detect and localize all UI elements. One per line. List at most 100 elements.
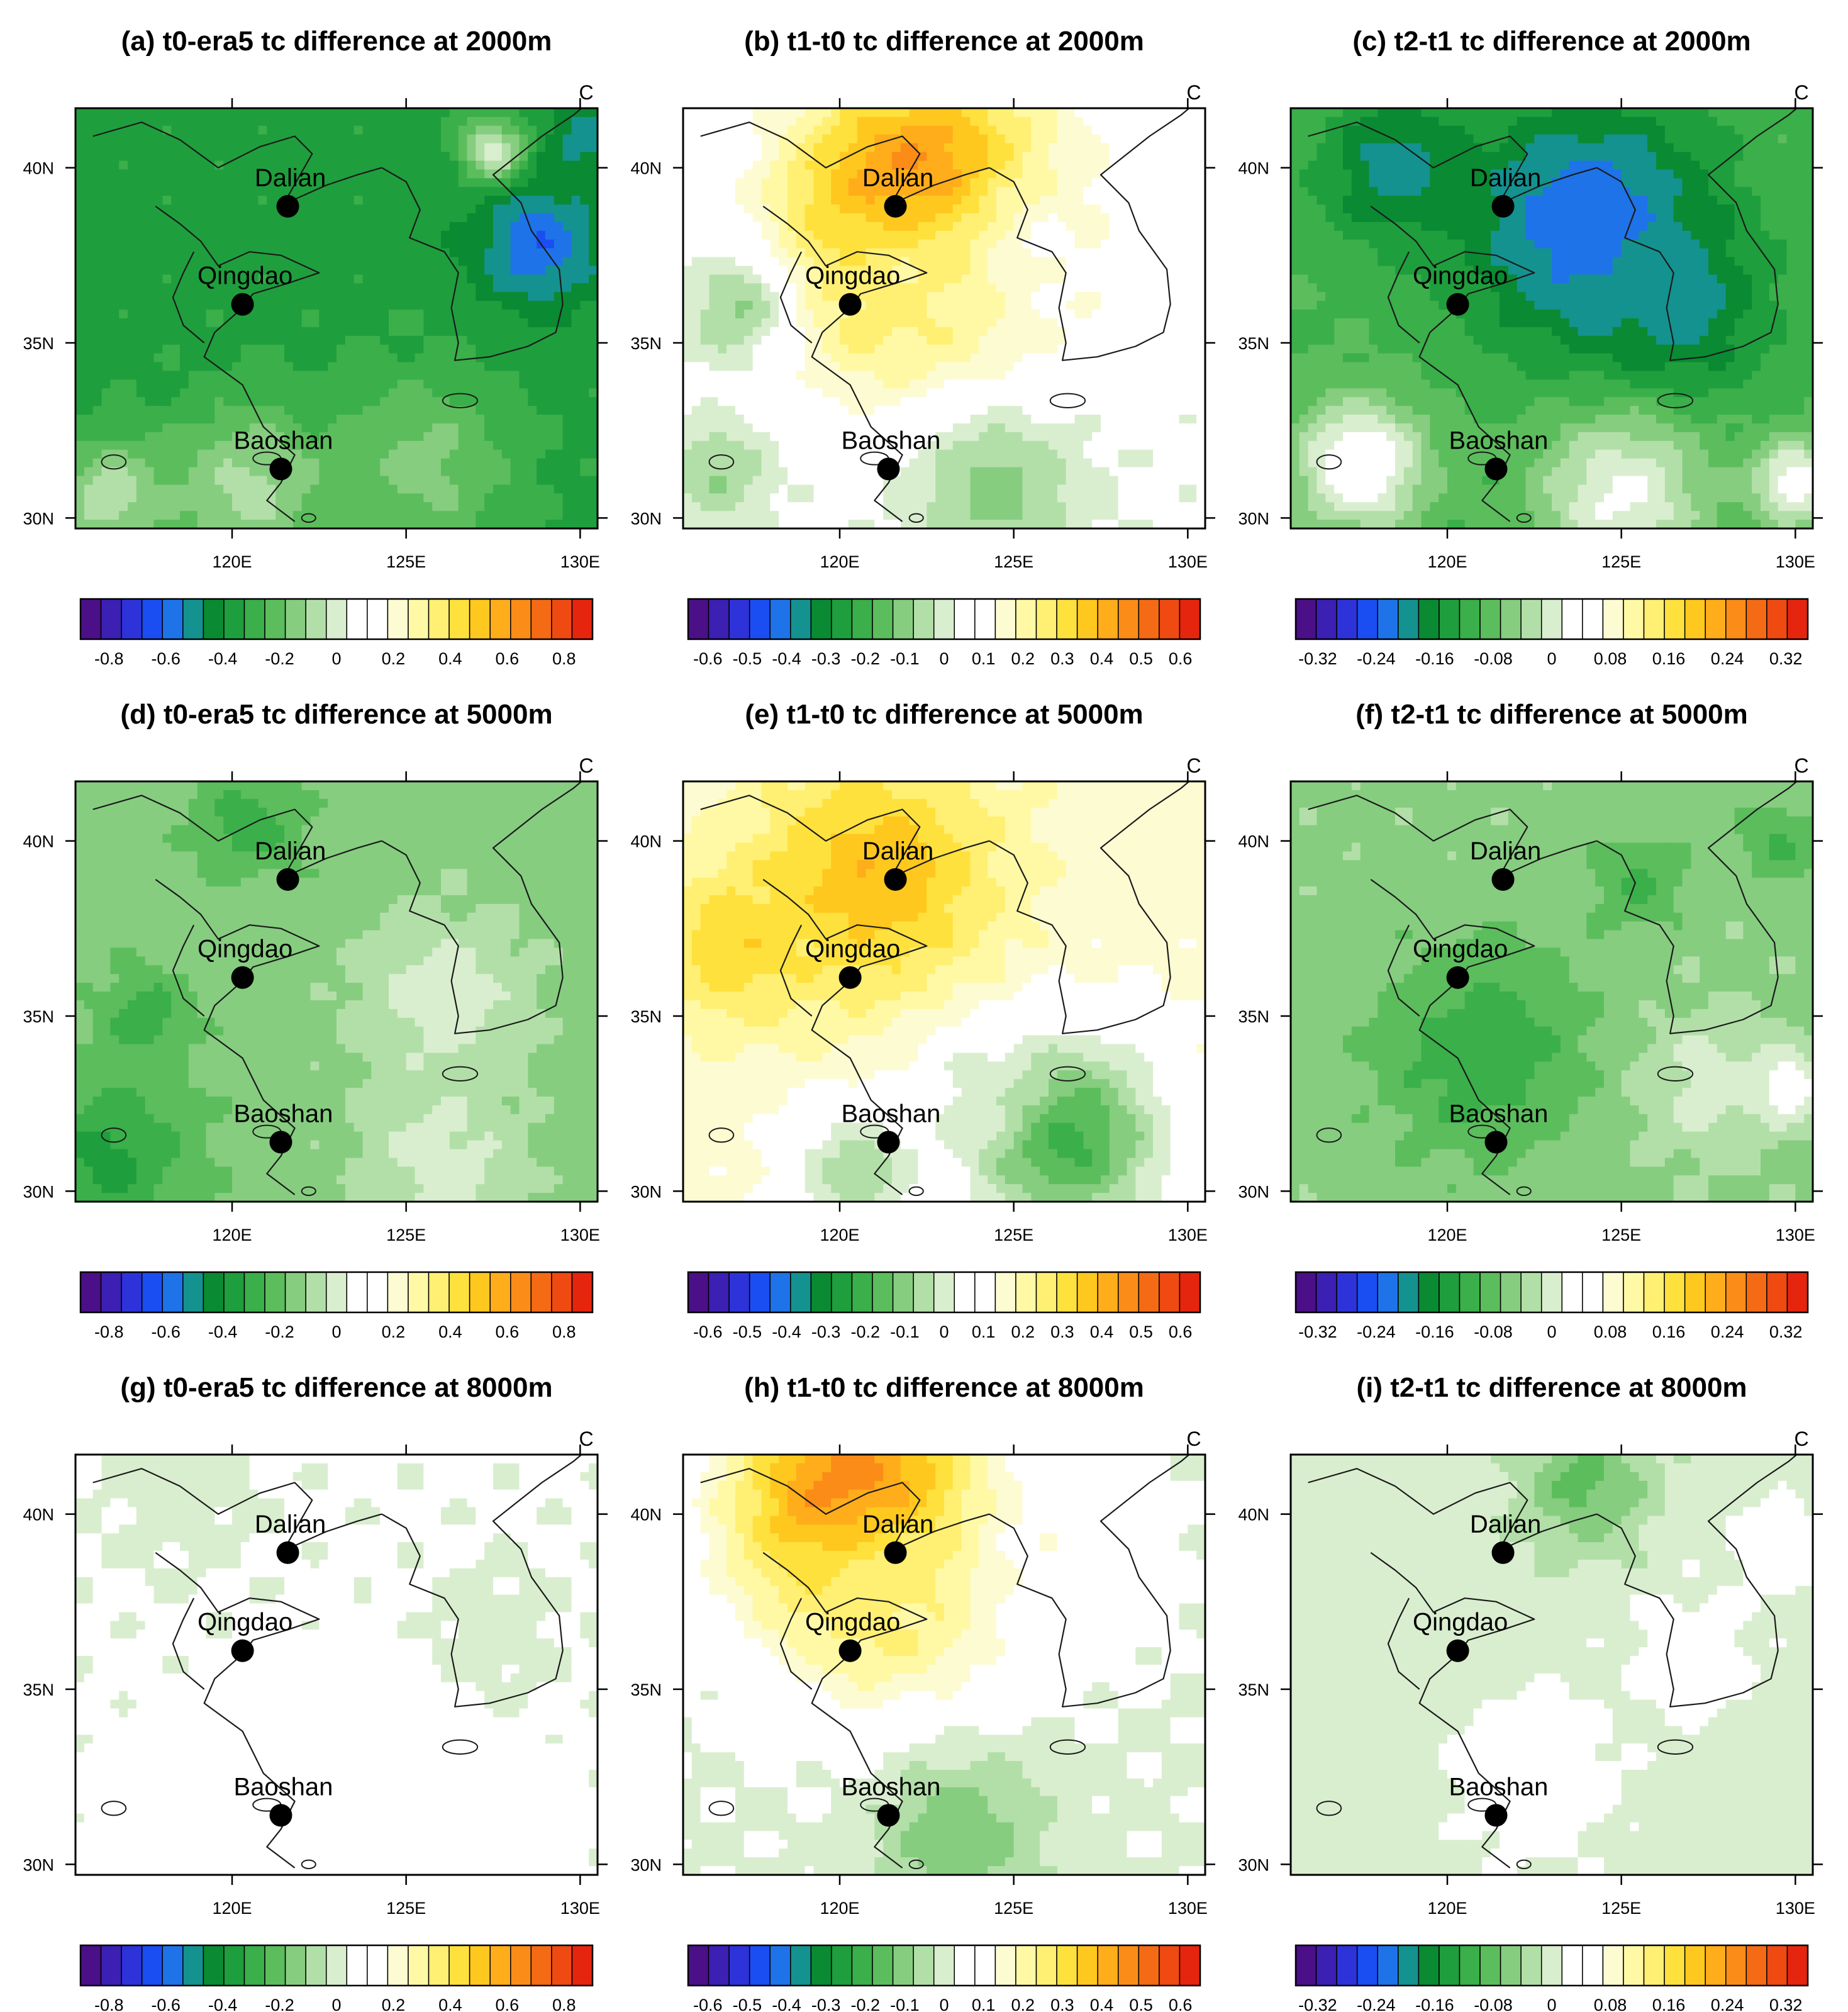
colorbar-swatch bbox=[1540, 1945, 1563, 1986]
panel-frame bbox=[682, 107, 1206, 530]
colorbar-swatch bbox=[994, 598, 1016, 640]
city-marker bbox=[269, 1131, 292, 1154]
x-tick-label: 125E bbox=[1601, 552, 1641, 571]
y-tick-label: 35N bbox=[1238, 1007, 1269, 1026]
colorbar-swatch bbox=[408, 1945, 430, 1986]
colorbar-swatch bbox=[1056, 598, 1078, 640]
colorbar-swatch bbox=[1097, 598, 1119, 640]
coastline bbox=[172, 924, 205, 1017]
y-tick-label: 30N bbox=[630, 1182, 662, 1201]
colorbar-tick-label: -0.3 bbox=[811, 1996, 841, 2012]
colorbar-tick-label: 0.16 bbox=[1652, 1996, 1686, 2012]
city-label: Dalian bbox=[1470, 837, 1541, 865]
colorbar-swatch bbox=[284, 1945, 306, 1986]
panel-title: (e) t1-t0 tc difference at 5000m bbox=[745, 699, 1143, 730]
colorbar-swatch bbox=[1015, 598, 1037, 640]
colorbar-swatch bbox=[1015, 1945, 1037, 1986]
city-marker bbox=[276, 194, 299, 218]
panel-title: (b) t1-t0 tc difference at 2000m bbox=[744, 26, 1144, 57]
colorbar-swatch bbox=[933, 1271, 955, 1313]
colorbar-swatch bbox=[708, 1945, 730, 1986]
colorbar-swatch bbox=[1705, 1271, 1727, 1313]
colorbar-swatch bbox=[790, 598, 812, 640]
colorbar-tick-label: 0.6 bbox=[496, 1322, 520, 1341]
colorbar-swatch bbox=[551, 1271, 573, 1313]
colorbar-swatch bbox=[80, 1271, 102, 1313]
y-tick-label: 30N bbox=[23, 1182, 54, 1201]
x-tick-label: 130E bbox=[560, 1226, 600, 1244]
colorbar-tick-label: 0 bbox=[331, 649, 341, 668]
colorbar-swatch bbox=[346, 1271, 368, 1313]
x-tick-label: 130E bbox=[1168, 1226, 1208, 1244]
colorbar-tick-label: -0.4 bbox=[208, 649, 238, 668]
colorbar-swatch bbox=[1295, 1945, 1317, 1986]
colorbar-swatch bbox=[831, 1945, 853, 1986]
colorbar-swatch bbox=[203, 598, 225, 640]
colorbar-frame bbox=[79, 598, 594, 640]
x-tick-label: 125E bbox=[1601, 1226, 1641, 1244]
colorbar-tick-label: -0.24 bbox=[1357, 1322, 1396, 1341]
x-tick-label: 130E bbox=[1168, 1899, 1208, 1918]
colorbar-swatch bbox=[974, 598, 996, 640]
coastline bbox=[1387, 924, 1420, 1017]
colorbar-swatch bbox=[1602, 598, 1624, 640]
colorbar: -0.32 -0.24 -0.16 -0.08 0 0.08 0.16 0.24 0.32 bbox=[1294, 598, 1809, 668]
x-tick-label: 120E bbox=[1427, 1899, 1467, 1918]
colorbar-tick-label: 0.1 bbox=[972, 649, 996, 668]
colorbar-swatch bbox=[1076, 1945, 1098, 1986]
x-tick-label: 125E bbox=[386, 552, 426, 571]
colorbar-frame bbox=[79, 1271, 594, 1314]
panel-frame bbox=[74, 107, 599, 530]
colorbar-swatch bbox=[1582, 1945, 1604, 1986]
colorbar-swatch bbox=[769, 1945, 791, 1986]
island-outline bbox=[1049, 1066, 1086, 1081]
colorbar-swatch bbox=[1786, 1945, 1808, 1986]
x-tick-label: 120E bbox=[820, 1899, 859, 1918]
colorbar-swatch bbox=[1056, 1945, 1078, 1986]
colorbar-tick-label: -0.5 bbox=[733, 649, 762, 668]
colorbar-swatch bbox=[510, 1945, 532, 1986]
colorbar-swatch bbox=[571, 1945, 593, 1986]
x-tick-label: 125E bbox=[994, 1226, 1033, 1244]
city-marker bbox=[269, 1804, 292, 1827]
colorbar-swatch bbox=[1623, 1945, 1645, 1986]
colorbar-swatch bbox=[728, 1945, 750, 1986]
colorbar-swatch bbox=[1377, 1945, 1399, 1986]
panel-frame bbox=[74, 780, 599, 1203]
unit-label: C bbox=[579, 754, 593, 777]
x-tick-label: 120E bbox=[212, 552, 252, 571]
city-marker bbox=[1484, 457, 1508, 481]
colorbar-tick-label: 0.2 bbox=[382, 1322, 406, 1341]
colorbar: -0.6 -0.5 -0.4 -0.3 -0.2 -0.1 0 0.1 0.2 0.3 0.4 0.5… bbox=[687, 1944, 1201, 2012]
colorbar-swatch bbox=[769, 598, 791, 640]
colorbar-swatch bbox=[1766, 1945, 1788, 1986]
colorbar-swatch bbox=[1118, 1945, 1140, 1986]
x-tick-label: 130E bbox=[560, 1899, 600, 1918]
colorbar-swatch bbox=[510, 598, 532, 640]
colorbar-swatch bbox=[1479, 598, 1501, 640]
city-label: Qingdao bbox=[805, 262, 900, 290]
colorbar-swatch bbox=[264, 1271, 286, 1313]
colorbar-frame bbox=[687, 1944, 1201, 1987]
island-outline bbox=[1657, 1739, 1694, 1755]
colorbar-swatch bbox=[346, 598, 368, 640]
colorbar-swatch bbox=[428, 598, 450, 640]
colorbar-swatch bbox=[469, 598, 491, 640]
panel-frame bbox=[1289, 107, 1814, 530]
city-marker bbox=[838, 1639, 862, 1662]
colorbar-tick-label: 0.24 bbox=[1711, 1322, 1744, 1341]
x-tick-label: 120E bbox=[1427, 552, 1467, 571]
data-field bbox=[683, 1455, 1205, 1875]
data-field bbox=[683, 781, 1205, 1202]
colorbar-swatch bbox=[1159, 1945, 1181, 1986]
colorbar-swatch bbox=[913, 598, 935, 640]
colorbar-swatch bbox=[1602, 1945, 1624, 1986]
colorbar-tick-label: -0.6 bbox=[693, 649, 723, 668]
y-tick-label: 40N bbox=[23, 1506, 54, 1524]
colorbar-swatch bbox=[387, 1945, 409, 1986]
city-label: Dalian bbox=[255, 164, 326, 192]
x-tick-label: 125E bbox=[994, 552, 1033, 571]
colorbar-swatch bbox=[367, 1271, 389, 1313]
y-tick-label: 35N bbox=[23, 1007, 54, 1026]
coastline bbox=[779, 924, 813, 1017]
